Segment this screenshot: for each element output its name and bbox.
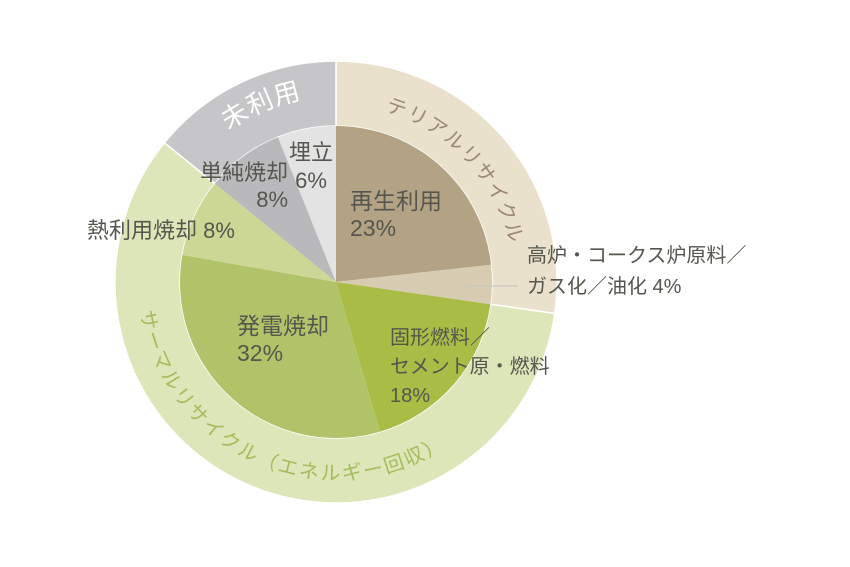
slice-label: 再生利用 23% [350,188,442,241]
slice-label: 単純焼却 8% [200,160,288,212]
slice-label-line: 32% [237,340,283,366]
pie-slice [336,126,492,282]
pie-slice [214,137,336,282]
pie-slice [182,183,336,282]
slice-label-line: 18% [390,385,430,407]
slice-label: 発電焼却 32% [237,313,329,366]
pie-slice [179,254,380,439]
slice-label-line: 8% [256,187,288,212]
pie-slice [278,126,336,282]
slice-label-line: 単純焼却 [200,160,288,185]
slice-label: 高炉・コークス炉原料／ ガス化／油化 4% [527,244,746,298]
slice-label: 埋立 6% [289,140,333,193]
slice-label-line: セメント原・燃料 [390,355,550,378]
pie-slice [336,264,492,305]
slice-label-line: 固形燃料／ [390,326,490,349]
slice-label-line: 高炉・コークス炉原料／ [527,244,746,267]
pie-slice [336,282,491,432]
slice-label-line: 埋立 [289,140,333,165]
slice-label-line: 熱利用焼却 8% [87,218,235,243]
slice-label-line: 発電焼却 [237,313,329,339]
slice-label-line: ガス化／油化 4% [527,275,682,298]
slice-label: 固形燃料／ セメント原・燃料 18% [390,326,550,407]
slice-label-line: 6% [295,168,327,193]
slice-label: 熱利用焼却 8% [87,218,235,243]
slice-label-line: 再生利用 [350,188,442,214]
slice-label-line: 23% [350,215,396,241]
